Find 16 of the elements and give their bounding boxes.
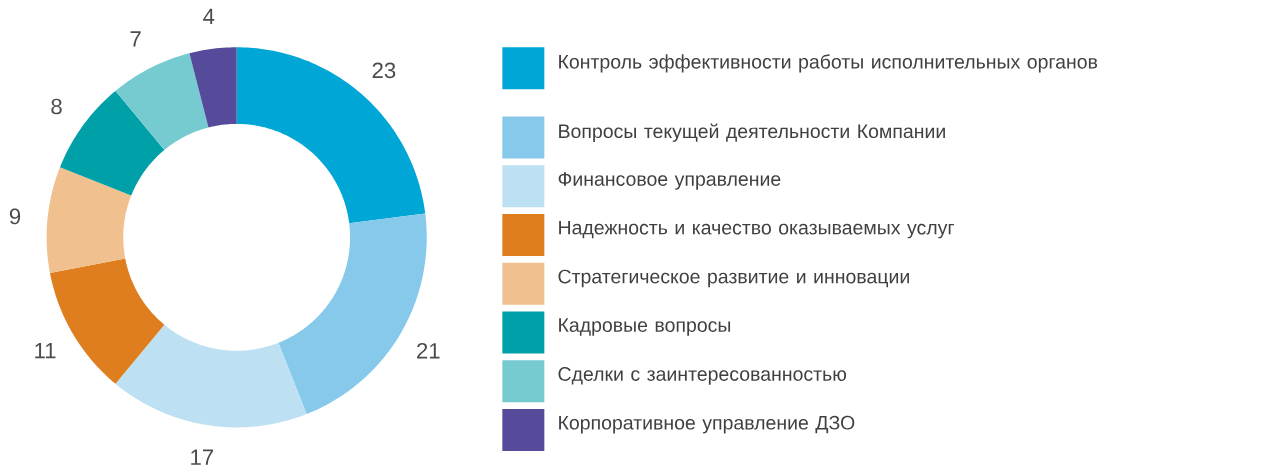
data-label: 11 — [35, 343, 56, 359]
data-label: 7 — [130, 31, 141, 47]
data-label: 21 — [417, 343, 440, 359]
legend-label: Кадровые вопросы — [559, 318, 731, 336]
legend-label: Надежность и качество оказываемых услуг — [559, 221, 954, 239]
legend-label: Контроль эффективности работы исполнительных органов — [559, 54, 1098, 73]
data-label: 17 — [191, 449, 214, 465]
data-label: 8 — [51, 98, 62, 115]
data-label: 9 — [9, 208, 21, 225]
legend-label: Сделки с заинтересованностью — [558, 367, 847, 385]
legend-label: Стратегическое развитие и инновации — [558, 269, 909, 288]
legend-label: Вопросы текущей деятельности Компании — [559, 123, 945, 143]
legend-label: Финансовое управление — [558, 172, 781, 190]
data-label: 4 — [203, 8, 215, 25]
legend-label: Корпоративное управление ДЗО — [559, 415, 855, 434]
data-label: 23 — [372, 62, 396, 79]
